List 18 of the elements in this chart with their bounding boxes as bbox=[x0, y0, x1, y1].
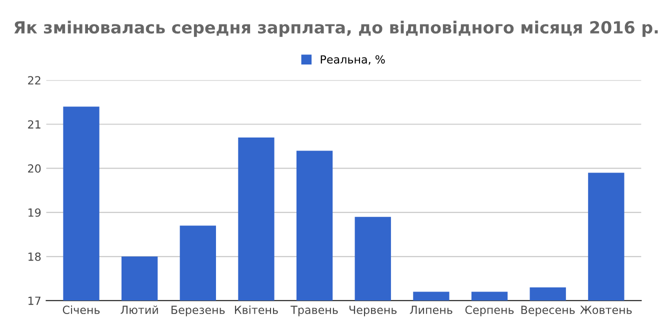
y-tick-label: 19 bbox=[28, 208, 41, 217]
chart-title: Як змінювалась середня зарплата, до відповідного місяця 2016 р. bbox=[14, 20, 658, 37]
y-tick-label: 17 bbox=[28, 296, 40, 305]
x-tick-label: Липень bbox=[410, 306, 452, 314]
y-tick-label: 18 bbox=[28, 252, 41, 261]
y-tick-label: 20 bbox=[28, 164, 41, 173]
x-tick-label: Січень bbox=[62, 305, 100, 314]
x-tick-label: Вересень bbox=[521, 306, 575, 316]
x-tick-label: Жовтень bbox=[580, 306, 632, 314]
x-tick-label: Березень bbox=[172, 306, 225, 316]
y-tick-label: 21 bbox=[28, 120, 40, 128]
x-tick-label: Травень bbox=[290, 306, 338, 316]
x-tick-label: Лютий bbox=[120, 306, 158, 314]
y-tick-label: 22 bbox=[28, 76, 40, 84]
x-tick-label: Квітень bbox=[235, 305, 278, 314]
x-tick-label: Червень bbox=[349, 306, 397, 316]
legend-label: Реальна, % bbox=[320, 55, 385, 65]
x-tick-label: Серпень bbox=[465, 306, 514, 316]
